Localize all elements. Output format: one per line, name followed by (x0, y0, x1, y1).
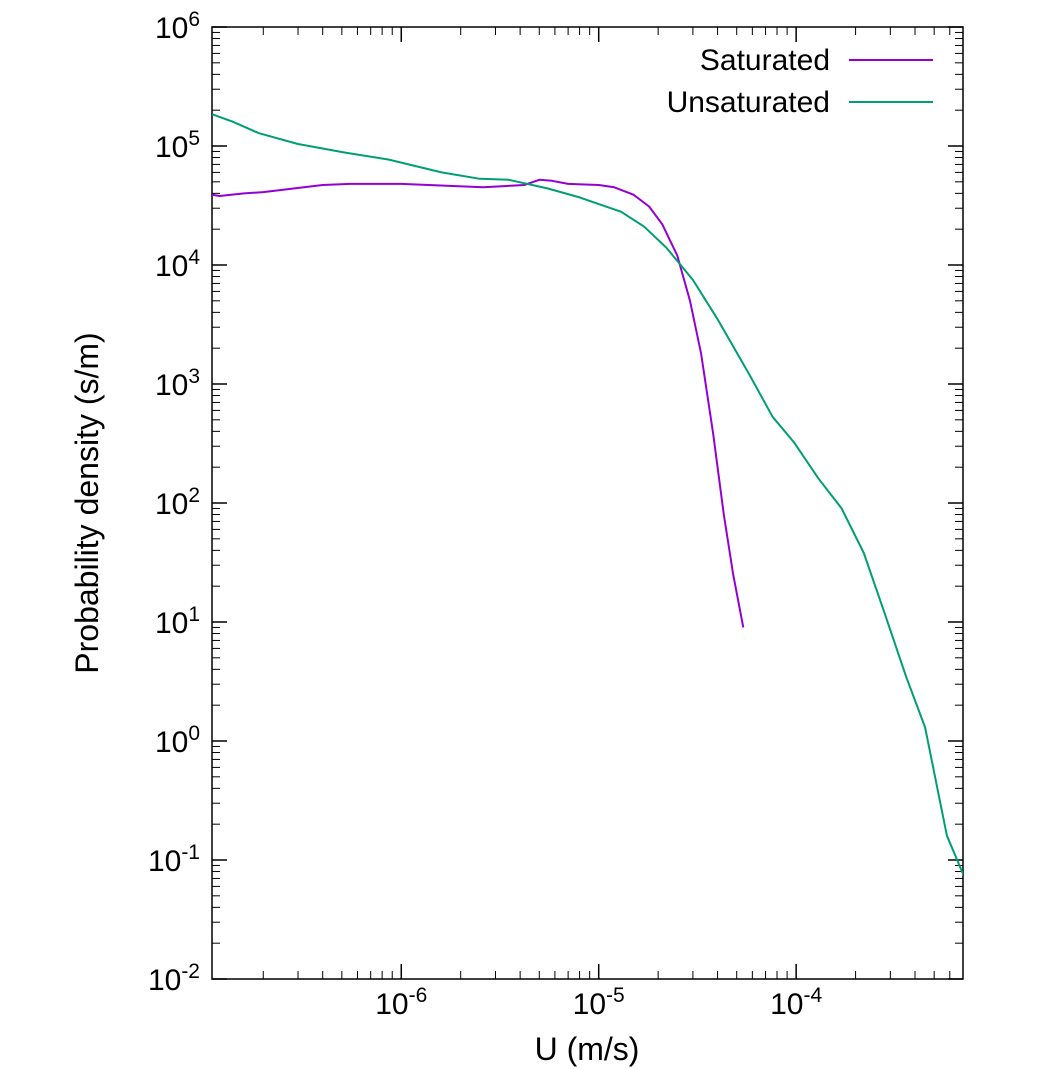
plot-frame (211, 26, 964, 980)
y-tick-label: 10-1 (148, 841, 200, 878)
x-tick-label: 10-6 (375, 984, 427, 1021)
x-axis-title: U (m/s) (535, 1031, 640, 1067)
legend-label: Saturated (700, 44, 830, 77)
y-axis-title: Probability density (s/m) (69, 332, 105, 673)
y-tick-label: 101 (155, 603, 200, 640)
major-ticks (212, 26, 963, 980)
y-tick-label: 106 (155, 8, 200, 45)
y-tick-label: 102 (155, 484, 200, 521)
y-tick-label: 100 (155, 722, 200, 759)
series-layer (212, 113, 963, 877)
legend-label: Unsaturated (667, 86, 830, 119)
minor-ticks (212, 27, 964, 979)
series-line-saturated (212, 178, 745, 628)
y-tick-labels: 10-2 10-1 100 101 102 103 104 105 106 (148, 8, 200, 997)
y-tick-label: 103 (155, 365, 200, 402)
x-tick-label: 10-5 (573, 984, 625, 1021)
y-tick-label: 104 (155, 246, 200, 283)
x-tick-labels: 10-6 10-5 10-4 (375, 984, 822, 1021)
y-tick-label: 105 (155, 127, 200, 164)
legend: Saturated Unsaturated (667, 44, 933, 119)
x-tick-label: 10-4 (770, 984, 822, 1021)
series-line-unsaturated (212, 113, 963, 877)
y-tick-label: 10-2 (148, 960, 200, 997)
